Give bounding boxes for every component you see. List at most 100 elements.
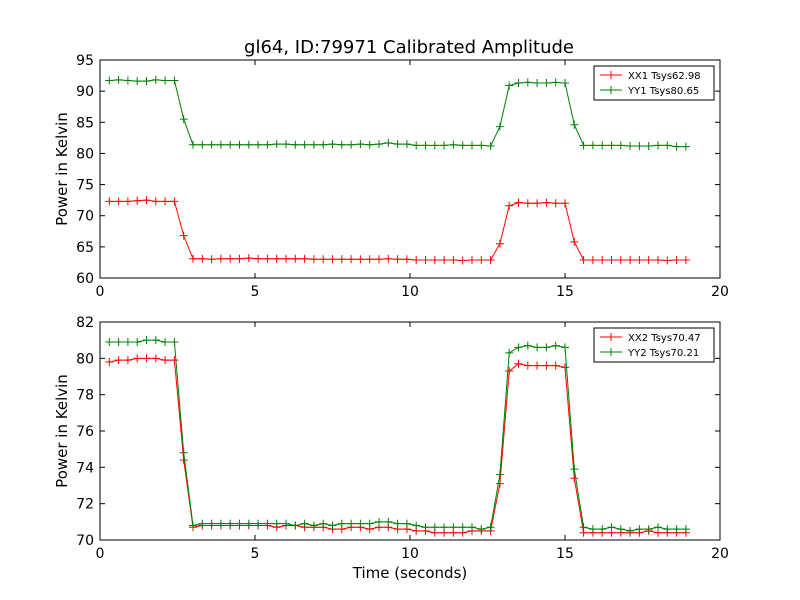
data-point	[170, 337, 179, 346]
data-point	[505, 201, 514, 210]
data-point	[179, 231, 188, 240]
data-point	[523, 199, 532, 208]
data-point	[105, 357, 114, 366]
data-point	[123, 197, 132, 206]
top-subplot: 0 5 10 15 20 60 65 70 75 80 85 90 95 Power in Kelvin X…	[53, 53, 729, 300]
data-point	[189, 140, 197, 149]
data-point	[681, 525, 690, 534]
data-point	[133, 354, 142, 363]
data-point	[356, 519, 365, 528]
data-point	[468, 255, 476, 264]
data-point	[384, 517, 393, 526]
data-point	[551, 199, 560, 208]
data-point	[635, 255, 644, 264]
data-point	[654, 255, 662, 264]
data-point	[161, 356, 170, 365]
data-point	[561, 79, 569, 88]
y-tick-label: 80	[76, 146, 94, 162]
data-point	[533, 79, 542, 88]
data-point	[458, 256, 467, 265]
data-point	[672, 142, 681, 151]
data-point	[375, 517, 383, 526]
data-point	[309, 521, 318, 530]
data-point	[523, 341, 532, 350]
data-point	[319, 255, 328, 264]
data-point	[151, 75, 160, 84]
legend-entry: XX1 Tsys62.98	[600, 71, 701, 82]
data-point	[189, 521, 197, 530]
data-point	[179, 115, 188, 124]
data-point	[477, 525, 486, 534]
data-point	[607, 523, 616, 532]
data-point	[412, 141, 421, 150]
legend-label: XX1 Tsys62.98	[628, 71, 701, 82]
data-point	[300, 140, 309, 149]
data-point	[151, 354, 160, 363]
data-point	[226, 519, 235, 528]
data-point	[505, 367, 514, 376]
data-point	[347, 519, 356, 528]
legend-marker	[607, 333, 615, 341]
data-point	[542, 361, 551, 370]
data-point	[365, 255, 374, 264]
legend-marker	[607, 86, 615, 94]
data-point	[477, 255, 486, 264]
data-point	[272, 519, 281, 528]
y-axis-label: Power in Kelvin	[53, 374, 71, 488]
data-point	[663, 256, 672, 265]
data-point	[226, 140, 235, 149]
data-point	[523, 78, 532, 87]
data-point	[514, 79, 523, 88]
legend-entry: YY1 Tsys80.65	[600, 86, 699, 97]
data-point	[421, 141, 430, 150]
chart-title: gl64, ID:79971 Calibrated Amplitude	[244, 37, 574, 58]
data-point	[105, 337, 114, 346]
y-tick-label: 70	[76, 209, 94, 225]
data-point	[449, 255, 458, 264]
data-point	[216, 140, 225, 149]
data-point	[607, 255, 616, 264]
bottom-subplot: 0 5 10 15 20 70 72 74 76 78 80 82 Power in Kelvin Tim…	[53, 315, 729, 582]
data-point	[198, 140, 207, 149]
data-point	[123, 76, 132, 85]
data-point	[486, 255, 495, 264]
x-tick-label: 5	[251, 284, 260, 300]
data-point	[161, 197, 170, 206]
data-point	[542, 343, 551, 352]
data-point	[495, 470, 504, 479]
data-point	[644, 255, 653, 264]
y-tick-label: 75	[76, 178, 94, 194]
data-point	[375, 140, 383, 149]
data-point	[579, 523, 588, 532]
data-point	[254, 140, 263, 149]
data-point	[533, 361, 542, 370]
data-point	[468, 141, 476, 150]
data-point	[328, 255, 337, 264]
data-point	[598, 255, 607, 264]
data-point	[570, 120, 579, 129]
data-point	[207, 519, 216, 528]
data-point	[430, 255, 439, 264]
data-point	[486, 523, 495, 532]
data-point	[291, 254, 300, 263]
y-tick-label: 90	[76, 84, 94, 100]
data-point	[598, 525, 607, 534]
data-point	[561, 199, 569, 208]
data-point	[533, 199, 542, 208]
data-point	[458, 523, 467, 532]
x-tick-label: 10	[401, 284, 419, 300]
data-point	[654, 523, 662, 532]
data-point	[440, 523, 449, 532]
x-axis-label: Time (seconds)	[352, 564, 468, 582]
data-point	[282, 140, 290, 149]
data-point	[495, 122, 504, 131]
data-point	[393, 519, 402, 528]
data-point	[598, 141, 607, 150]
legend-box	[593, 327, 715, 363]
data-point	[300, 519, 309, 528]
x-tick-label: 20	[711, 546, 729, 562]
data-point	[142, 196, 151, 205]
data-point	[244, 140, 253, 149]
data-point	[626, 526, 635, 535]
data-point	[384, 138, 393, 147]
